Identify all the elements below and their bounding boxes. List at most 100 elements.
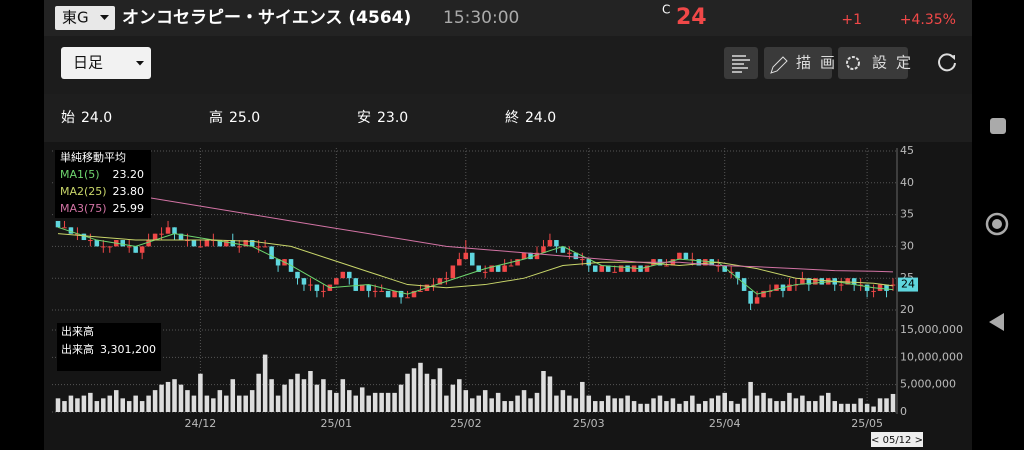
candle-body [599, 265, 604, 272]
volume-bar [631, 401, 637, 412]
candle-body [761, 290, 766, 298]
candle-body [826, 278, 831, 285]
volume-bar [696, 403, 702, 412]
volume-bar [580, 381, 585, 412]
volume-bar [230, 379, 236, 412]
candle-body [243, 240, 248, 247]
volume-bar [126, 401, 132, 412]
legend-value: 23.80 [113, 185, 145, 198]
candle-body [437, 278, 443, 285]
candle-body [547, 240, 553, 247]
volume-bar [858, 398, 863, 412]
candle-body [554, 240, 559, 247]
candle-body [308, 284, 313, 286]
candle-body [502, 265, 507, 272]
volume-bar [366, 395, 371, 412]
ma-legend [55, 150, 151, 218]
volume-bar [133, 395, 138, 412]
candle-body [819, 278, 825, 285]
candle-body [353, 278, 359, 291]
candle-body [664, 265, 669, 267]
refresh-icon[interactable] [938, 53, 956, 72]
volume-bar [68, 395, 74, 412]
volume-bar [864, 403, 870, 412]
indicator-button[interactable] [724, 47, 758, 79]
nav-home[interactable] [985, 212, 1009, 236]
settings-label: 設定 [872, 54, 920, 72]
volume-bar [683, 401, 689, 412]
candle-body [120, 240, 125, 247]
volume-bar [657, 395, 663, 412]
market-select[interactable] [55, 6, 115, 30]
nav-back[interactable] [989, 313, 1004, 331]
candle-body [851, 278, 857, 285]
ohlc-value: 24.0 [525, 110, 556, 126]
volume-bar [385, 392, 391, 412]
volume-bar [515, 395, 520, 412]
refresh-arrow [950, 55, 955, 60]
legend-name: MA1(5) [60, 168, 100, 181]
header-bar [44, 0, 972, 36]
volume-bar [463, 390, 469, 412]
ma-legend-title: 単純移動平均 [60, 150, 126, 164]
volume-bar [890, 393, 896, 412]
volume-bar [690, 395, 695, 412]
y-tick-label: 35 [900, 208, 914, 221]
volume-bar [495, 392, 501, 412]
volume-bar [508, 401, 514, 412]
volume-bar [62, 401, 67, 412]
volume-bar [334, 392, 339, 412]
volume-bar [502, 401, 507, 412]
candle-body [605, 265, 611, 272]
volume-bar [437, 368, 443, 412]
candle-body [541, 246, 546, 253]
candle-body [217, 240, 223, 247]
volume-bar [871, 406, 876, 412]
candle-body [126, 246, 132, 248]
volume-bar [547, 376, 553, 412]
settings-button[interactable] [838, 47, 908, 79]
candle-body [146, 240, 151, 247]
y-tick-label: 40 [900, 176, 914, 189]
volume-bar [638, 403, 643, 412]
candle-body [398, 290, 404, 298]
volume-bar [735, 403, 740, 412]
candle-body [612, 271, 617, 273]
candle-body [690, 259, 695, 261]
volume-bar [677, 403, 682, 412]
candle-body [107, 246, 113, 248]
candle-body [321, 290, 326, 292]
volume-bar [308, 371, 313, 412]
volume-bar [165, 381, 171, 412]
candle-body [586, 259, 592, 266]
candle-body [696, 259, 702, 266]
ohlc-label: 安 [357, 110, 371, 126]
volume-bar [476, 395, 482, 412]
candle-body [172, 227, 177, 234]
v-tick-label: 10,000,000 [900, 350, 963, 363]
volume-bar [728, 401, 734, 412]
candle-body [800, 278, 805, 285]
indicator-icon [732, 55, 750, 73]
nav-recent[interactable] [990, 118, 1006, 134]
volume-bar [340, 379, 346, 412]
volume-bar [534, 392, 540, 412]
draw-button[interactable] [764, 47, 832, 79]
candle-body [534, 252, 540, 260]
pencil-icon [770, 56, 788, 74]
candle-body [204, 240, 210, 247]
volume-bar [431, 379, 436, 412]
volume-bar [774, 401, 779, 412]
legend-value: 25.99 [113, 202, 145, 215]
x-tick-label: 25/01 [320, 417, 352, 430]
candle-body [476, 265, 482, 272]
dropdown-icon [136, 61, 144, 66]
period-select[interactable] [61, 47, 151, 79]
ma-line [57, 185, 894, 273]
volume-bar [81, 395, 87, 412]
candle-body [845, 278, 850, 285]
volume-bar [832, 401, 838, 412]
volume-bar [379, 392, 384, 412]
change-pct: +4.35% [900, 12, 956, 28]
candle-body [314, 284, 320, 291]
